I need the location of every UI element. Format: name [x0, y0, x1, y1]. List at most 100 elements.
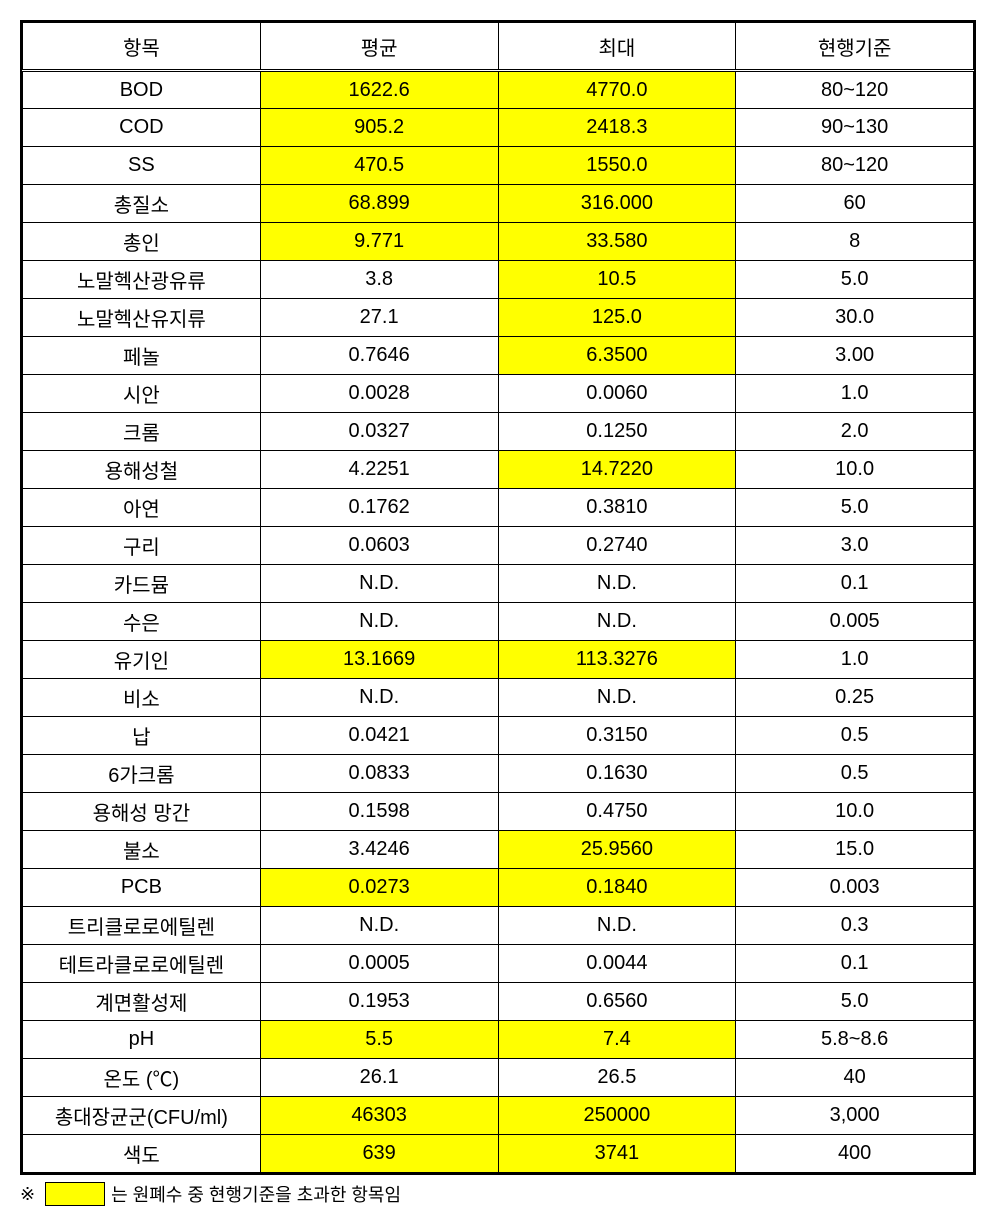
table-row: pH5.57.45.8~8.6	[23, 1021, 974, 1059]
table-row: 수은N.D.N.D.0.005	[23, 603, 974, 641]
cell-std: 0.1	[736, 565, 974, 603]
cell-max: 113.3276	[498, 641, 736, 679]
cell-max: 2418.3	[498, 109, 736, 147]
cell-label: 6가크롬	[23, 755, 261, 793]
cell-std: 0.003	[736, 869, 974, 907]
footnote-text: 는 원폐수 중 현행기준을 초과한 항목임	[111, 1181, 401, 1207]
table-row: 총대장균군(CFU/ml)463032500003,000	[23, 1097, 974, 1135]
cell-label: 총인	[23, 223, 261, 261]
cell-label: 총질소	[23, 185, 261, 223]
cell-label: 트리클로로에틸렌	[23, 907, 261, 945]
cell-std: 80~120	[736, 147, 974, 185]
cell-label: 테트라클로로에틸렌	[23, 945, 261, 983]
cell-avg: 470.5	[260, 147, 498, 185]
cell-std: 1.0	[736, 375, 974, 413]
cell-avg: 26.1	[260, 1059, 498, 1097]
cell-max: 0.3810	[498, 489, 736, 527]
table-row: 노말헥산유지류27.1125.030.0	[23, 299, 974, 337]
cell-label: 아연	[23, 489, 261, 527]
cell-max: 7.4	[498, 1021, 736, 1059]
cell-max: 0.2740	[498, 527, 736, 565]
cell-avg: 0.7646	[260, 337, 498, 375]
cell-avg: 46303	[260, 1097, 498, 1135]
cell-max: 0.6560	[498, 983, 736, 1021]
cell-max: 33.580	[498, 223, 736, 261]
cell-label: 용해성 망간	[23, 793, 261, 831]
cell-std: 40	[736, 1059, 974, 1097]
cell-std: 10.0	[736, 793, 974, 831]
cell-max: 250000	[498, 1097, 736, 1135]
table-row: 총인9.77133.5808	[23, 223, 974, 261]
table-body: BOD1622.64770.080~120COD905.22418.390~13…	[23, 71, 974, 1173]
cell-avg: 3.8	[260, 261, 498, 299]
cell-max: 3741	[498, 1135, 736, 1173]
cell-std: 0.3	[736, 907, 974, 945]
cell-avg: 5.5	[260, 1021, 498, 1059]
cell-avg: 0.0603	[260, 527, 498, 565]
cell-label: SS	[23, 147, 261, 185]
cell-max: 6.3500	[498, 337, 736, 375]
cell-label: COD	[23, 109, 261, 147]
cell-max: N.D.	[498, 603, 736, 641]
table-row: 용해성 망간0.15980.475010.0	[23, 793, 974, 831]
cell-avg: 639	[260, 1135, 498, 1173]
table-row: 총질소68.899316.00060	[23, 185, 974, 223]
cell-label: 용해성철	[23, 451, 261, 489]
cell-label: pH	[23, 1021, 261, 1059]
cell-max: 0.1630	[498, 755, 736, 793]
table-row: 트리클로로에틸렌N.D.N.D.0.3	[23, 907, 974, 945]
table-row: 납0.04210.31500.5	[23, 717, 974, 755]
cell-std: 3.00	[736, 337, 974, 375]
cell-label: 비소	[23, 679, 261, 717]
cell-std: 0.5	[736, 717, 974, 755]
footnote-prefix: ※	[20, 1184, 35, 1205]
cell-max: N.D.	[498, 907, 736, 945]
cell-label: 유기인	[23, 641, 261, 679]
cell-max: 0.4750	[498, 793, 736, 831]
table-row: 테트라클로로에틸렌0.00050.00440.1	[23, 945, 974, 983]
cell-std: 0.25	[736, 679, 974, 717]
table-row: 노말헥산광유류3.810.55.0	[23, 261, 974, 299]
cell-std: 3.0	[736, 527, 974, 565]
cell-label: 납	[23, 717, 261, 755]
table-row: 카드뮴N.D.N.D.0.1	[23, 565, 974, 603]
data-table: 항목 평균 최대 현행기준 BOD1622.64770.080~120COD 90…	[22, 22, 974, 1173]
cell-avg: N.D.	[260, 679, 498, 717]
table-row: 6가크롬0.08330.16300.5	[23, 755, 974, 793]
cell-avg: 27.1	[260, 299, 498, 337]
cell-std: 2.0	[736, 413, 974, 451]
table-row: 용해성철4.225114.722010.0	[23, 451, 974, 489]
cell-std: 1.0	[736, 641, 974, 679]
cell-std: 60	[736, 185, 974, 223]
table-row: 구리0.06030.27403.0	[23, 527, 974, 565]
cell-avg: 0.1598	[260, 793, 498, 831]
cell-std: 90~130	[736, 109, 974, 147]
cell-label: 계면활성제	[23, 983, 261, 1021]
cell-label: 색도	[23, 1135, 261, 1173]
table-header-row: 항목 평균 최대 현행기준	[23, 23, 974, 71]
cell-avg: N.D.	[260, 907, 498, 945]
cell-avg: 9.771	[260, 223, 498, 261]
table-row: 계면활성제0.19530.65605.0	[23, 983, 974, 1021]
cell-std: 10.0	[736, 451, 974, 489]
table-row: 비소N.D.N.D.0.25	[23, 679, 974, 717]
cell-std: 3,000	[736, 1097, 974, 1135]
cell-max: 0.0044	[498, 945, 736, 983]
cell-label: PCB	[23, 869, 261, 907]
table-row: 유기인13.1669113.32761.0	[23, 641, 974, 679]
cell-max: 25.9560	[498, 831, 736, 869]
table-row: BOD1622.64770.080~120	[23, 71, 974, 109]
cell-max: 1550.0	[498, 147, 736, 185]
cell-std: 5.8~8.6	[736, 1021, 974, 1059]
cell-avg: 0.1953	[260, 983, 498, 1021]
cell-std: 0.1	[736, 945, 974, 983]
cell-std: 5.0	[736, 983, 974, 1021]
cell-max: N.D.	[498, 565, 736, 603]
cell-std: 8	[736, 223, 974, 261]
table-row: 색도6393741400	[23, 1135, 974, 1173]
cell-std: 5.0	[736, 489, 974, 527]
cell-max: 14.7220	[498, 451, 736, 489]
cell-label: BOD	[23, 71, 261, 109]
cell-max: 0.1840	[498, 869, 736, 907]
cell-label: 노말헥산유지류	[23, 299, 261, 337]
